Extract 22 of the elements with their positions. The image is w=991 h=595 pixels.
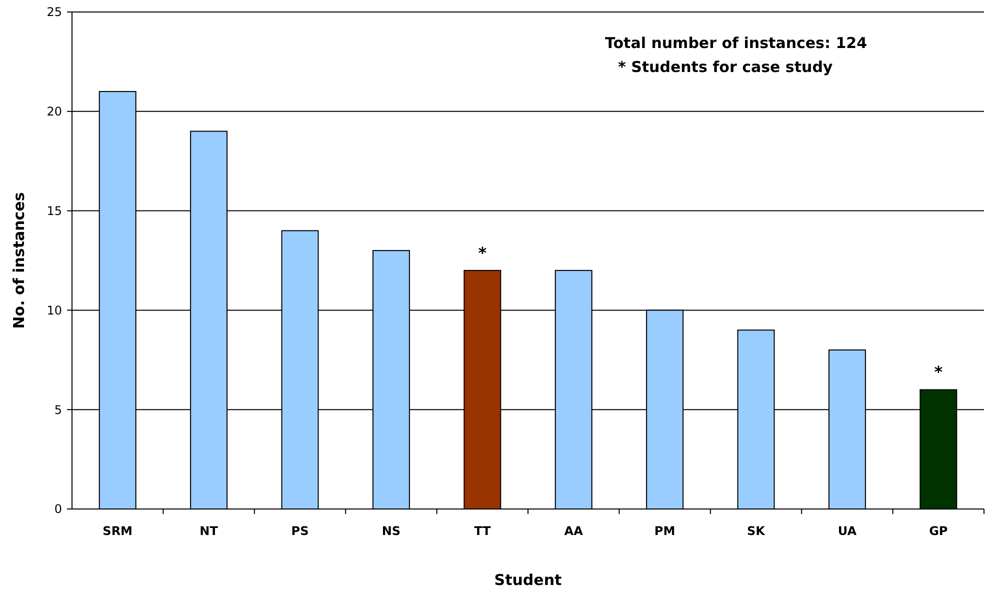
x-axis-title: Student (494, 571, 562, 589)
x-tick-label: PS (291, 524, 309, 538)
x-tick-label: UA (838, 524, 858, 538)
annotation: Total number of instances: 124 (605, 34, 868, 52)
y-tick-label: 10 (46, 303, 62, 318)
x-tick-label: AA (564, 524, 584, 538)
x-tick-label: TT (474, 524, 492, 538)
annotation: * (478, 243, 488, 262)
y-tick-label: 0 (54, 502, 62, 516)
y-axis-title: No. of instances (10, 192, 28, 329)
y-tick-label: 5 (54, 402, 62, 417)
x-tick-label: GP (929, 524, 948, 538)
y-tick-label: 15 (46, 204, 62, 218)
x-tick-label: NS (382, 524, 401, 538)
x-tick-label: SK (747, 524, 766, 538)
annotation: * Students for case study (618, 58, 833, 76)
x-tick-label: PM (654, 524, 676, 538)
x-tick-label: NT (200, 524, 219, 538)
x-tick-label: SRM (102, 524, 133, 538)
y-tick-label: 20 (46, 104, 62, 119)
annotation: * (934, 362, 944, 382)
y-tick-label: 25 (46, 5, 62, 20)
